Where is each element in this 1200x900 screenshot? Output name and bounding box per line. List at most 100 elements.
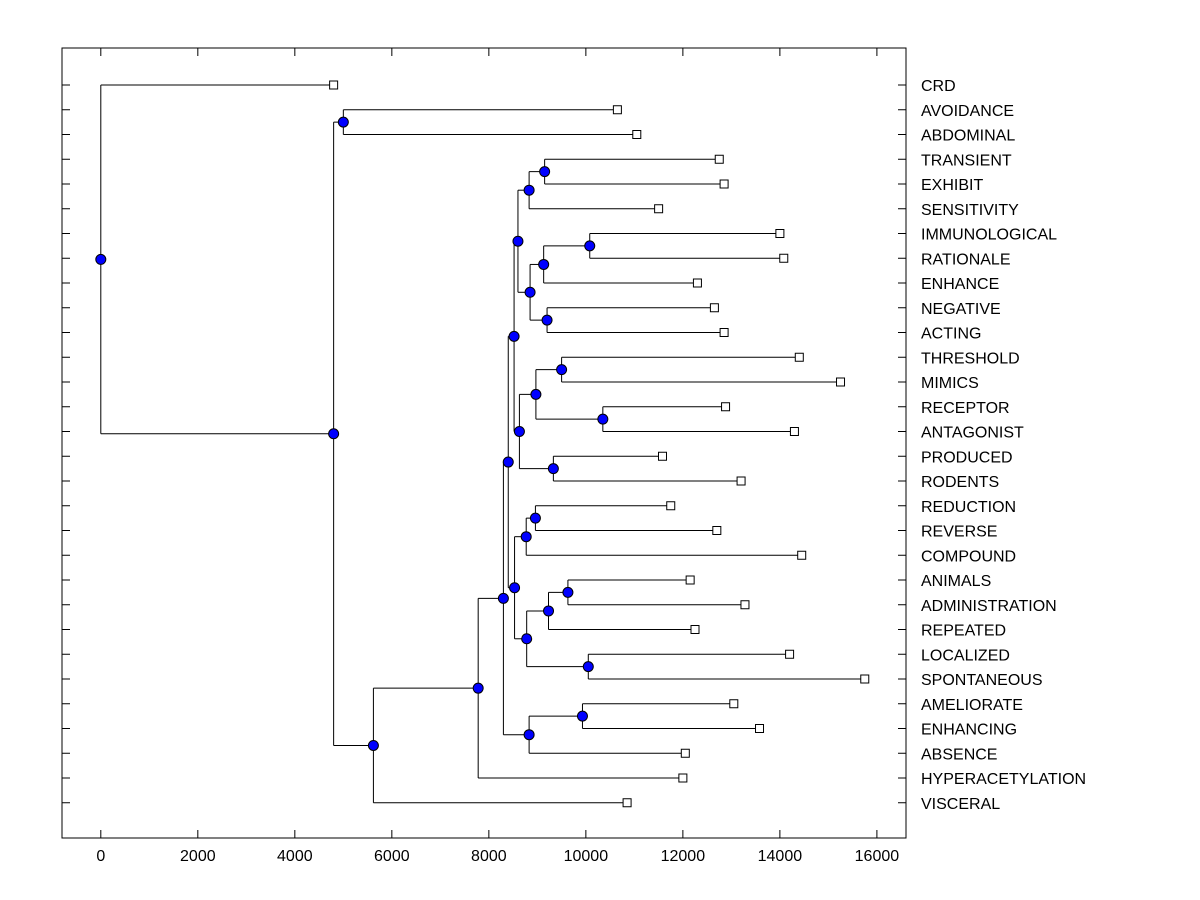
merge-node-n-mid — [502, 456, 514, 468]
leaf-marker-crd — [329, 80, 339, 90]
merge-node-n-ir-enh — [538, 258, 550, 270]
leaf-label-mimics: MIMICS — [921, 375, 979, 392]
x-tick-label: 10000 — [564, 848, 609, 865]
leaf-label-compound: COMPOUND — [921, 548, 1016, 565]
leaf-label-enhancing: ENHANCING — [921, 722, 1017, 739]
y-ticks — [62, 84, 906, 804]
merge-node-n-te-sens — [523, 184, 535, 196]
merge-node-n-block3 — [509, 582, 521, 594]
merge-node-n-block2 — [513, 426, 525, 437]
leaf-marker-abdominal — [632, 130, 642, 139]
leaf-marker-negative — [709, 303, 719, 313]
merge-node-n-neg-act — [541, 314, 553, 326]
leaf-marker-transient — [714, 154, 724, 164]
leaf-label-administration: ADMINISTRATION — [921, 598, 1057, 615]
merge-node-n-loc-spon — [582, 661, 594, 673]
leaf-label-rodents: RODENTS — [921, 474, 999, 491]
x-tick-label: 12000 — [661, 848, 706, 865]
leaf-marker-visceral — [622, 798, 632, 808]
leaf-label-reduction: REDUCTION — [921, 499, 1016, 516]
node-markers — [95, 80, 870, 808]
merge-node-n-rec-ant — [597, 413, 609, 425]
leaf-label-repeated: REPEATED — [921, 623, 1006, 640]
leaf-label-reverse: REVERSE — [921, 524, 997, 541]
leaf-label-receptor: RECEPTOR — [921, 400, 1010, 417]
x-tick-label: 4000 — [277, 848, 313, 865]
merge-node-n-aar-ls — [521, 633, 533, 645]
merge-node-n-imm-rat — [584, 240, 596, 252]
leaf-marker-localized — [785, 649, 795, 659]
merge-node-n-ire-na — [524, 286, 536, 298]
leaf-marker-compound — [797, 550, 807, 560]
leaf-label-immunological: IMMUNOLOGICAL — [921, 227, 1057, 244]
leaf-marker-administration — [740, 600, 750, 610]
leaf-label-spontaneous: SPONTANEOUS — [921, 672, 1043, 689]
leaf-marker-rationale — [779, 253, 789, 263]
dendrogram-links — [100, 84, 865, 804]
leaf-label-visceral: VISCERAL — [921, 796, 1000, 813]
leaf-marker-threshold — [794, 352, 804, 362]
merge-node-n-trans-exh — [539, 166, 551, 178]
merge-node-n-avoid-abd — [337, 116, 349, 128]
leaf-label-antagonist: ANTAGONIST — [921, 425, 1024, 442]
leaf-marker-ameliorate — [729, 699, 739, 709]
leaf-marker-hyperacetylation — [678, 773, 688, 783]
leaf-label-produced: PRODUCED — [921, 449, 1013, 466]
leaf-marker-reduction — [666, 501, 676, 511]
leaf-marker-enhancing — [755, 724, 765, 733]
leaf-label-exhibit: EXHIBIT — [921, 177, 983, 194]
x-tick-label: 16000 — [855, 848, 900, 865]
leaf-marker-rodents — [736, 476, 746, 486]
x-tick-label: 2000 — [180, 848, 216, 865]
leaf-label-absence: ABSENCE — [921, 746, 997, 763]
leaf-marker-immunological — [775, 229, 785, 238]
merge-node-n-ae-abs — [523, 729, 535, 741]
leaf-labels: CRD AVOIDANCE ABDOMINAL TRANSIENT EXHIBIT SEN… — [921, 78, 1086, 813]
merge-node-n-tm-ra — [530, 388, 542, 400]
leaf-label-localized: LOCALIZED — [921, 647, 1010, 664]
merge-node-n-second — [328, 428, 340, 440]
x-tick-label: 0 — [96, 848, 105, 865]
merge-node-n-red-rev — [529, 512, 541, 524]
merge-node-n-thr-mim — [556, 364, 568, 376]
leaf-marker-reverse — [712, 526, 722, 535]
leaf-label-abdominal: ABDOMINAL — [921, 128, 1015, 145]
leaf-label-transient: TRANSIENT — [921, 152, 1012, 169]
merge-node-n-root — [95, 253, 107, 265]
leaf-marker-spontaneous — [860, 674, 870, 684]
merge-node-n-prod-rod — [547, 463, 559, 475]
leaf-marker-exhibit — [719, 179, 729, 189]
leaf-label-avoidance: AVOIDANCE — [921, 103, 1014, 120]
merge-node-n-big-hyper — [472, 682, 484, 694]
leaf-marker-avoidance — [612, 105, 622, 115]
x-axis: 0 2000 4000 6000 8000 10000 12000 14000 16000 — [96, 48, 899, 865]
leaf-label-animals: ANIMALS — [921, 573, 991, 590]
leaf-marker-absence — [680, 748, 690, 758]
x-tick-label: 14000 — [758, 848, 803, 865]
leaf-label-enhance: ENHANCE — [921, 276, 999, 293]
leaf-label-acting: ACTING — [921, 326, 981, 343]
leaf-marker-animals — [685, 575, 695, 585]
merge-node-n-rr-comp — [520, 531, 532, 543]
leaf-marker-produced — [658, 451, 668, 461]
merge-node-n-bh-visc — [367, 739, 379, 751]
leaf-marker-antagonist — [789, 427, 799, 436]
merge-node-n-an-adm — [562, 586, 574, 598]
leaf-marker-enhance — [692, 278, 702, 288]
x-tick-label: 8000 — [471, 848, 507, 865]
leaf-marker-receptor — [721, 402, 731, 412]
leaf-label-ameliorate: AMELIORATE — [921, 697, 1023, 714]
merge-node-n-aa-rep — [543, 605, 555, 617]
leaf-label-rationale: RATIONALE — [921, 251, 1011, 268]
leaf-label-hyperacetylation: HYPERACETYLATION — [921, 771, 1086, 788]
leaf-marker-acting — [719, 328, 729, 337]
merge-node-n-upper — [508, 330, 520, 342]
plot-frame — [61, 47, 907, 839]
x-tick-label: 6000 — [374, 848, 410, 865]
merge-node-n-big — [497, 592, 509, 604]
leaf-label-threshold: THRESHOLD — [921, 350, 1020, 367]
leaf-label-sensitivity: SENSITIVITY — [921, 202, 1019, 219]
leaf-label-crd: CRD — [921, 78, 956, 95]
leaf-marker-repeated — [690, 625, 700, 634]
